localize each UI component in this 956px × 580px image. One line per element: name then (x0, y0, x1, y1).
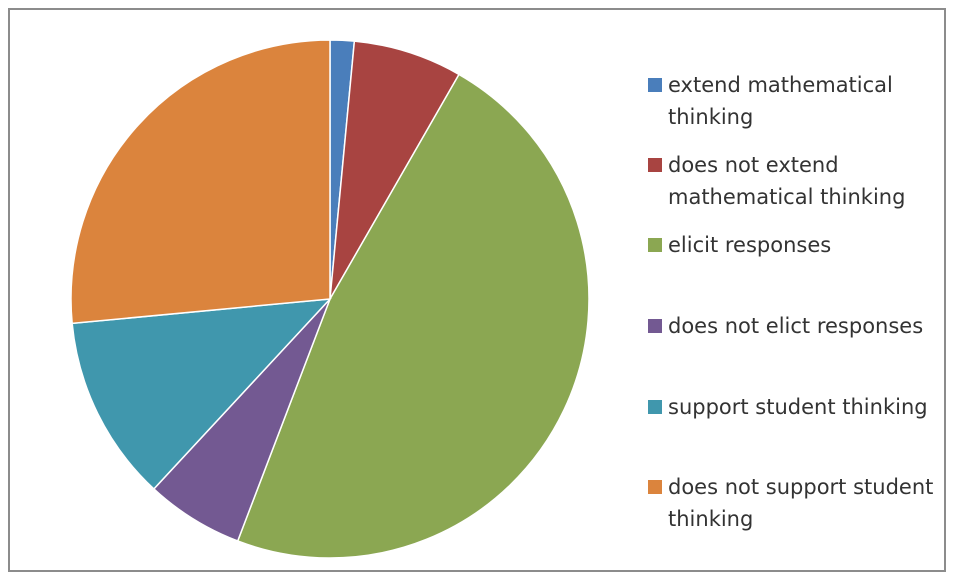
pie-slice-3 (236, 73, 590, 559)
legend-swatch-2 (648, 158, 662, 172)
legend-swatch-6 (648, 480, 662, 494)
pie-slice-2 (329, 40, 461, 300)
legend-label-2-line-1: does not extend (668, 153, 839, 177)
pie-slice-5 (71, 298, 332, 490)
legend-swatch-5 (648, 400, 662, 414)
legend-label-3: elicit responses (668, 233, 831, 257)
legend-swatch-3 (648, 238, 662, 252)
legend-label-1-line-2: thinking (668, 105, 753, 129)
legend-label-6-line-2: thinking (668, 507, 753, 531)
pie-slice-6 (70, 39, 331, 325)
legend: extend mathematical thinking does not exte… (648, 73, 933, 531)
legend-swatch-1 (648, 78, 662, 92)
legend-label-1-line-1: extend mathematical (668, 73, 893, 97)
legend-swatch-4 (648, 319, 662, 333)
legend-label-4: does not elict responses (668, 314, 923, 338)
legend-label-2-line-2: mathematical thinking (668, 185, 905, 209)
pie-slices (70, 39, 590, 559)
legend-label-6-line-1: does not support student (668, 475, 933, 499)
legend-label-5: support student thinking (668, 395, 928, 419)
